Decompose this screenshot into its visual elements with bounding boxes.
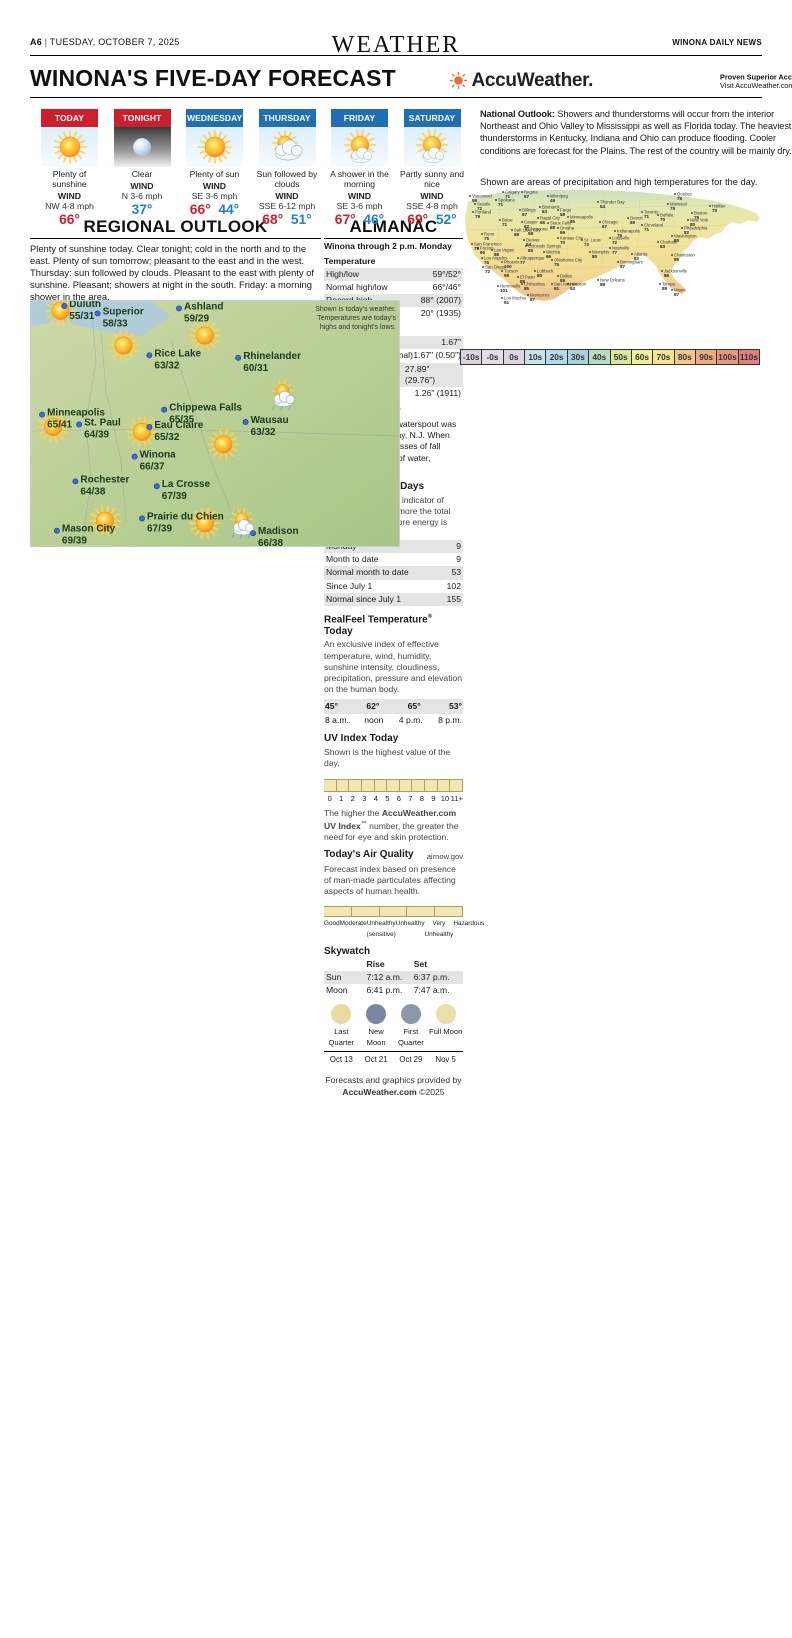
svg-text:86: 86 bbox=[664, 273, 670, 278]
svg-text:85: 85 bbox=[674, 257, 680, 262]
svg-text:64/39: 64/39 bbox=[84, 430, 109, 441]
svg-text:67: 67 bbox=[522, 212, 528, 217]
svg-text:54: 54 bbox=[600, 204, 606, 209]
svg-text:49: 49 bbox=[550, 198, 556, 203]
svg-text:La Crosse: La Crosse bbox=[162, 479, 211, 490]
svg-text:69/39: 69/39 bbox=[62, 536, 87, 547]
svg-text:63/32: 63/32 bbox=[154, 360, 179, 371]
svg-text:Ashland: Ashland bbox=[184, 301, 223, 312]
svg-text:99: 99 bbox=[504, 273, 510, 278]
svg-text:72: 72 bbox=[612, 240, 618, 245]
svg-text:93: 93 bbox=[570, 286, 576, 291]
svg-text:67/39: 67/39 bbox=[147, 523, 172, 534]
svg-text:67/39: 67/39 bbox=[162, 491, 187, 502]
svg-text:55/31: 55/31 bbox=[69, 311, 94, 322]
svg-text:55: 55 bbox=[528, 248, 534, 253]
svg-text:68: 68 bbox=[514, 232, 520, 237]
svg-text:Eau Claire: Eau Claire bbox=[154, 420, 203, 431]
svg-text:Superior: Superior bbox=[103, 306, 144, 317]
svg-text:90: 90 bbox=[480, 250, 486, 255]
svg-text:64/38: 64/38 bbox=[80, 486, 105, 497]
svg-text:79: 79 bbox=[475, 214, 481, 219]
svg-text:70: 70 bbox=[560, 240, 566, 245]
svg-text:Wausau: Wausau bbox=[251, 415, 289, 426]
svg-text:69: 69 bbox=[630, 220, 636, 225]
svg-text:80: 80 bbox=[592, 254, 598, 259]
svg-text:59/29: 59/29 bbox=[184, 313, 209, 324]
svg-text:Mason City: Mason City bbox=[62, 524, 116, 535]
svg-text:68: 68 bbox=[550, 225, 556, 230]
svg-text:63/32: 63/32 bbox=[251, 427, 276, 438]
svg-text:91: 91 bbox=[554, 286, 560, 291]
svg-text:58/33: 58/33 bbox=[103, 318, 128, 329]
svg-text:85: 85 bbox=[524, 286, 530, 291]
svg-text:71: 71 bbox=[502, 222, 508, 227]
svg-text:Rochester: Rochester bbox=[80, 474, 129, 485]
svg-text:83: 83 bbox=[660, 244, 666, 249]
svg-text:58: 58 bbox=[560, 212, 566, 217]
svg-text:Rice Lake: Rice Lake bbox=[154, 348, 201, 359]
svg-text:65/41: 65/41 bbox=[47, 420, 72, 431]
svg-text:Prairie du Chien: Prairie du Chien bbox=[147, 511, 224, 522]
svg-text:71: 71 bbox=[644, 227, 650, 232]
svg-text:Chippewa Falls: Chippewa Falls bbox=[169, 403, 242, 414]
svg-text:67: 67 bbox=[602, 224, 608, 229]
svg-text:77: 77 bbox=[612, 250, 618, 255]
svg-text:75: 75 bbox=[554, 262, 560, 267]
svg-text:St. Paul: St. Paul bbox=[84, 418, 121, 429]
svg-text:87: 87 bbox=[530, 297, 536, 302]
svg-text:77: 77 bbox=[520, 260, 526, 265]
svg-text:highs and tonight’s lows.: highs and tonight’s lows. bbox=[320, 324, 396, 331]
svg-text:Winona: Winona bbox=[140, 450, 176, 461]
svg-text:89: 89 bbox=[662, 286, 668, 291]
svg-text:67: 67 bbox=[524, 194, 530, 199]
svg-text:66: 66 bbox=[546, 254, 552, 259]
svg-text:Duluth: Duluth bbox=[69, 301, 101, 310]
svg-text:72: 72 bbox=[584, 242, 590, 247]
svg-text:72: 72 bbox=[485, 269, 491, 274]
svg-text:Temperatures are today’s: Temperatures are today’s bbox=[317, 315, 396, 322]
svg-text:60/31: 60/31 bbox=[243, 363, 268, 374]
svg-text:Shown is today’s weather.: Shown is today’s weather. bbox=[315, 306, 396, 313]
svg-text:76: 76 bbox=[677, 196, 683, 201]
svg-text:69: 69 bbox=[560, 230, 566, 235]
svg-text:Rhinelander: Rhinelander bbox=[243, 351, 301, 362]
svg-text:87: 87 bbox=[674, 292, 680, 297]
svg-text:Madison: Madison bbox=[258, 526, 299, 537]
svg-text:101: 101 bbox=[500, 288, 508, 293]
svg-text:91: 91 bbox=[504, 300, 510, 305]
svg-text:66: 66 bbox=[540, 220, 546, 225]
svg-text:75: 75 bbox=[670, 206, 676, 211]
svg-text:71: 71 bbox=[644, 214, 650, 219]
svg-text:63: 63 bbox=[542, 209, 548, 214]
svg-text:80: 80 bbox=[537, 273, 543, 278]
svg-text:87: 87 bbox=[620, 264, 626, 269]
svg-text:66/37: 66/37 bbox=[140, 462, 165, 473]
svg-text:75: 75 bbox=[484, 236, 490, 241]
svg-text:70: 70 bbox=[660, 217, 666, 222]
svg-text:58: 58 bbox=[528, 231, 534, 236]
svg-text:88: 88 bbox=[600, 282, 606, 287]
svg-text:65/32: 65/32 bbox=[154, 432, 179, 443]
svg-text:71: 71 bbox=[498, 202, 504, 207]
svg-text:66/38: 66/38 bbox=[258, 538, 283, 547]
svg-text:70: 70 bbox=[712, 208, 718, 213]
